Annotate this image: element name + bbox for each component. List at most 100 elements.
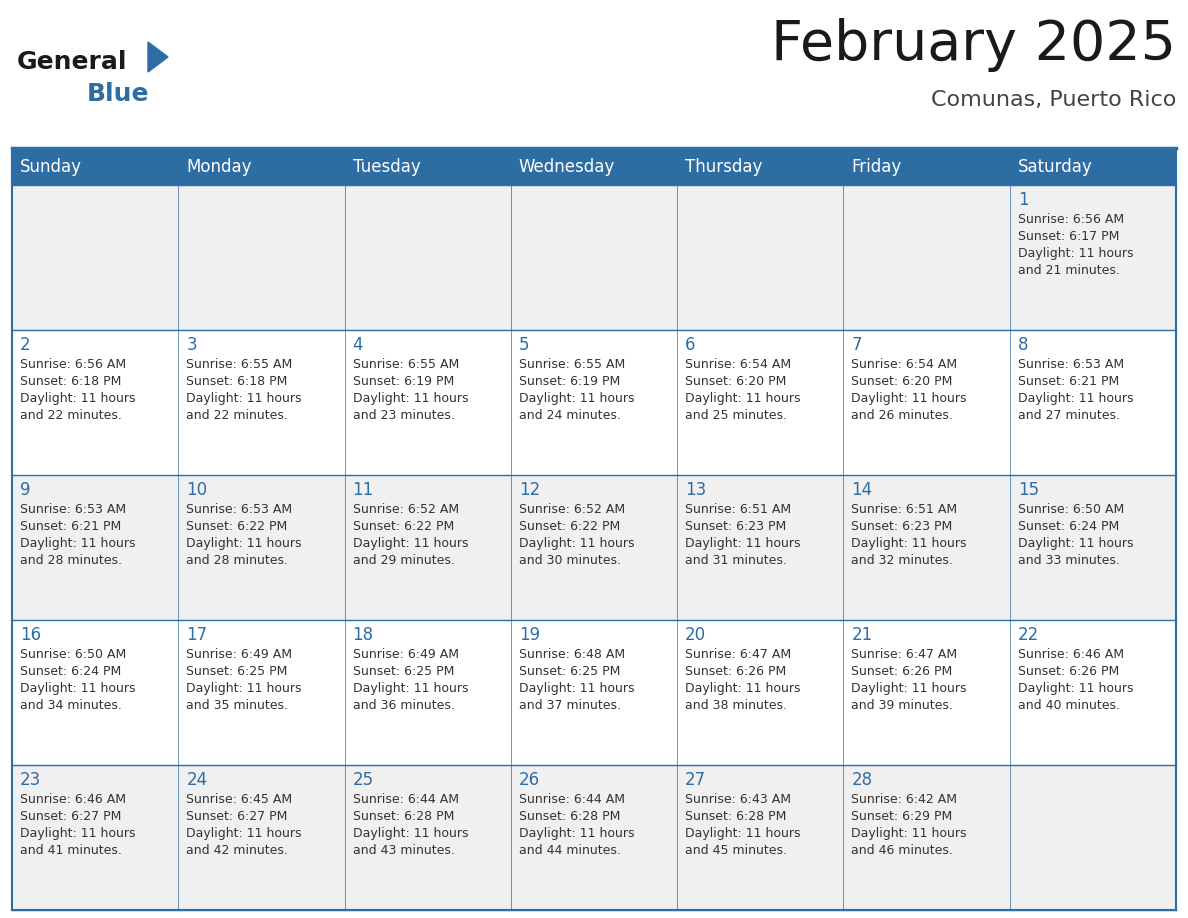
Text: 3: 3	[187, 336, 197, 354]
Text: Sunrise: 6:47 AM: Sunrise: 6:47 AM	[852, 648, 958, 661]
Bar	[178, 765, 345, 910]
Bar	[677, 330, 843, 475]
Text: 25: 25	[353, 771, 374, 789]
Text: Sunset: 6:25 PM: Sunset: 6:25 PM	[519, 665, 620, 678]
Text: and 46 minutes.: and 46 minutes.	[852, 844, 953, 857]
Bar	[511, 330, 677, 475]
Text: Sunrise: 6:51 AM: Sunrise: 6:51 AM	[685, 503, 791, 516]
Text: and 21 minutes.: and 21 minutes.	[1018, 264, 1119, 277]
Text: 23: 23	[20, 771, 42, 789]
Text: Daylight: 11 hours: Daylight: 11 hours	[1018, 682, 1133, 695]
Text: Sunset: 6:28 PM: Sunset: 6:28 PM	[353, 810, 454, 823]
Text: Wednesday: Wednesday	[519, 158, 615, 175]
Text: 2: 2	[20, 336, 31, 354]
Text: Daylight: 11 hours: Daylight: 11 hours	[852, 537, 967, 550]
Text: 20: 20	[685, 626, 707, 644]
Text: Daylight: 11 hours: Daylight: 11 hours	[1018, 537, 1133, 550]
Text: Sunset: 6:22 PM: Sunset: 6:22 PM	[187, 520, 287, 533]
Text: 12: 12	[519, 481, 541, 499]
Text: Sunrise: 6:46 AM: Sunrise: 6:46 AM	[20, 793, 126, 806]
Text: Daylight: 11 hours: Daylight: 11 hours	[187, 537, 302, 550]
Text: Daylight: 11 hours: Daylight: 11 hours	[187, 392, 302, 405]
Text: Sunrise: 6:51 AM: Sunrise: 6:51 AM	[852, 503, 958, 516]
Text: Sunset: 6:24 PM: Sunset: 6:24 PM	[1018, 520, 1119, 533]
Text: and 31 minutes.: and 31 minutes.	[685, 554, 786, 567]
Text: Daylight: 11 hours: Daylight: 11 hours	[353, 392, 468, 405]
Bar	[677, 475, 843, 620]
Text: Sunrise: 6:56 AM: Sunrise: 6:56 AM	[20, 358, 126, 371]
Text: Sunrise: 6:42 AM: Sunrise: 6:42 AM	[852, 793, 958, 806]
Text: Daylight: 11 hours: Daylight: 11 hours	[685, 682, 801, 695]
Text: 8: 8	[1018, 336, 1029, 354]
Text: and 43 minutes.: and 43 minutes.	[353, 844, 455, 857]
Text: Daylight: 11 hours: Daylight: 11 hours	[353, 827, 468, 840]
Bar	[178, 620, 345, 765]
Text: Sunset: 6:29 PM: Sunset: 6:29 PM	[852, 810, 953, 823]
Text: Sunset: 6:23 PM: Sunset: 6:23 PM	[685, 520, 786, 533]
Text: Sunrise: 6:47 AM: Sunrise: 6:47 AM	[685, 648, 791, 661]
Text: Sunrise: 6:52 AM: Sunrise: 6:52 AM	[519, 503, 625, 516]
Bar	[511, 765, 677, 910]
Text: Daylight: 11 hours: Daylight: 11 hours	[1018, 247, 1133, 260]
Text: Sunrise: 6:55 AM: Sunrise: 6:55 AM	[519, 358, 625, 371]
Text: 15: 15	[1018, 481, 1038, 499]
Text: Sunset: 6:18 PM: Sunset: 6:18 PM	[187, 375, 287, 388]
Text: Daylight: 11 hours: Daylight: 11 hours	[852, 392, 967, 405]
Text: and 22 minutes.: and 22 minutes.	[187, 409, 289, 422]
Text: 16: 16	[20, 626, 42, 644]
Text: Sunset: 6:21 PM: Sunset: 6:21 PM	[20, 520, 121, 533]
Bar	[677, 765, 843, 910]
Text: Sunset: 6:25 PM: Sunset: 6:25 PM	[353, 665, 454, 678]
Bar	[178, 475, 345, 620]
Text: General: General	[17, 50, 127, 74]
Text: Sunrise: 6:56 AM: Sunrise: 6:56 AM	[1018, 213, 1124, 226]
Text: and 24 minutes.: and 24 minutes.	[519, 409, 621, 422]
Text: Sunrise: 6:55 AM: Sunrise: 6:55 AM	[353, 358, 459, 371]
Text: Daylight: 11 hours: Daylight: 11 hours	[20, 682, 135, 695]
Text: and 29 minutes.: and 29 minutes.	[353, 554, 455, 567]
Text: Sunset: 6:20 PM: Sunset: 6:20 PM	[852, 375, 953, 388]
Text: Thursday: Thursday	[685, 158, 763, 175]
Text: Sunset: 6:22 PM: Sunset: 6:22 PM	[353, 520, 454, 533]
Text: 21: 21	[852, 626, 873, 644]
Text: 24: 24	[187, 771, 208, 789]
Bar	[511, 148, 677, 185]
Text: Sunday: Sunday	[20, 158, 82, 175]
Text: Daylight: 11 hours: Daylight: 11 hours	[685, 827, 801, 840]
Text: 14: 14	[852, 481, 872, 499]
Text: and 38 minutes.: and 38 minutes.	[685, 699, 788, 712]
Bar	[345, 475, 511, 620]
Text: Sunset: 6:18 PM: Sunset: 6:18 PM	[20, 375, 121, 388]
Bar	[178, 330, 345, 475]
Text: Sunrise: 6:44 AM: Sunrise: 6:44 AM	[353, 793, 459, 806]
Text: 11: 11	[353, 481, 374, 499]
Bar	[12, 148, 178, 185]
Text: Sunrise: 6:45 AM: Sunrise: 6:45 AM	[187, 793, 292, 806]
Polygon shape	[148, 42, 168, 72]
Text: and 41 minutes.: and 41 minutes.	[20, 844, 122, 857]
Bar	[1010, 620, 1176, 765]
Text: 5: 5	[519, 336, 530, 354]
Text: Sunset: 6:17 PM: Sunset: 6:17 PM	[1018, 230, 1119, 243]
Text: Sunrise: 6:49 AM: Sunrise: 6:49 AM	[353, 648, 459, 661]
Text: Sunset: 6:21 PM: Sunset: 6:21 PM	[1018, 375, 1119, 388]
Text: 10: 10	[187, 481, 208, 499]
Text: Daylight: 11 hours: Daylight: 11 hours	[852, 827, 967, 840]
Text: 27: 27	[685, 771, 707, 789]
Text: and 39 minutes.: and 39 minutes.	[852, 699, 953, 712]
Text: and 45 minutes.: and 45 minutes.	[685, 844, 788, 857]
Text: Sunset: 6:28 PM: Sunset: 6:28 PM	[685, 810, 786, 823]
Bar	[511, 185, 677, 330]
Bar	[843, 185, 1010, 330]
Bar	[511, 620, 677, 765]
Bar	[12, 620, 178, 765]
Text: Sunset: 6:23 PM: Sunset: 6:23 PM	[852, 520, 953, 533]
Bar	[1010, 185, 1176, 330]
Text: Sunrise: 6:50 AM: Sunrise: 6:50 AM	[1018, 503, 1124, 516]
Bar	[345, 185, 511, 330]
Bar	[677, 185, 843, 330]
Text: Sunrise: 6:44 AM: Sunrise: 6:44 AM	[519, 793, 625, 806]
Text: and 28 minutes.: and 28 minutes.	[187, 554, 289, 567]
Bar	[178, 148, 345, 185]
Text: Sunset: 6:26 PM: Sunset: 6:26 PM	[685, 665, 786, 678]
